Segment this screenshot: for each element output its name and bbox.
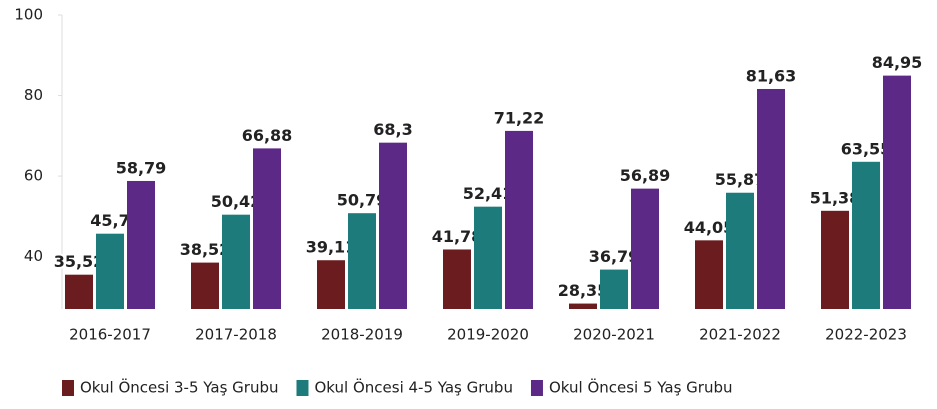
value-label: 56,89 xyxy=(620,166,671,185)
value-label: 52,41 xyxy=(463,184,514,203)
bar xyxy=(695,240,723,309)
x-tick-label: 2019-2020 xyxy=(447,326,529,344)
value-label: 66,88 xyxy=(242,126,293,145)
bar xyxy=(443,249,471,309)
bar xyxy=(474,206,502,309)
value-label: 63,55 xyxy=(841,139,892,158)
x-tick-label: 2022-2023 xyxy=(825,326,907,344)
legend-label: Okul Öncesi 4-5 Yaş Grubu xyxy=(314,378,512,397)
bar xyxy=(96,233,124,309)
bar xyxy=(852,161,880,309)
value-label: 41,78 xyxy=(432,227,483,246)
value-label: 84,95 xyxy=(872,53,923,72)
bar xyxy=(379,142,407,309)
legend-label: Okul Öncesi 5 Yaş Grubu xyxy=(549,378,733,397)
value-label: 50,42 xyxy=(211,192,262,211)
legend-swatch xyxy=(530,380,543,396)
bar xyxy=(317,260,345,309)
y-tick-label: 80 xyxy=(24,86,43,104)
bar xyxy=(191,262,219,309)
bar xyxy=(600,269,628,309)
bar xyxy=(65,274,93,309)
bar xyxy=(631,188,659,309)
bar xyxy=(253,148,281,309)
bar xyxy=(348,213,376,309)
bar xyxy=(726,192,754,309)
value-label: 28,35 xyxy=(558,281,609,300)
bar xyxy=(222,214,250,309)
value-label: 39,11 xyxy=(306,238,357,257)
x-tick-label: 2017-2018 xyxy=(195,326,277,344)
bar xyxy=(505,130,533,309)
value-label: 35,52 xyxy=(54,252,105,271)
bar xyxy=(821,210,849,309)
legend-swatch xyxy=(62,380,74,396)
y-tick-label: 40 xyxy=(24,247,43,265)
value-label: 58,79 xyxy=(116,158,167,177)
x-tick-label: 2020-2021 xyxy=(573,326,655,344)
value-label: 50,79 xyxy=(337,191,388,210)
bar xyxy=(757,88,785,310)
value-label: 68,3 xyxy=(373,120,412,139)
value-label: 81,63 xyxy=(746,66,797,85)
bar xyxy=(569,303,597,309)
legend-swatch xyxy=(296,380,309,396)
x-tick-label: 2021-2022 xyxy=(699,326,781,344)
value-label: 51,38 xyxy=(810,188,861,207)
value-label: 71,22 xyxy=(494,108,545,127)
value-label: 38,52 xyxy=(180,240,231,259)
value-label: 55,87 xyxy=(715,170,766,189)
y-tick-label: 60 xyxy=(24,167,43,185)
bar xyxy=(883,75,911,309)
value-label: 44,05 xyxy=(684,218,735,237)
x-tick-label: 2016-2017 xyxy=(69,326,151,344)
y-tick-label: 100 xyxy=(14,6,43,24)
value-label: 36,79 xyxy=(589,247,640,266)
value-label: 45,7 xyxy=(90,211,129,230)
bar xyxy=(127,180,155,309)
legend-label: Okul Öncesi 3-5 Yaş Grubu xyxy=(80,378,278,397)
x-tick-label: 2018-2019 xyxy=(321,326,403,344)
